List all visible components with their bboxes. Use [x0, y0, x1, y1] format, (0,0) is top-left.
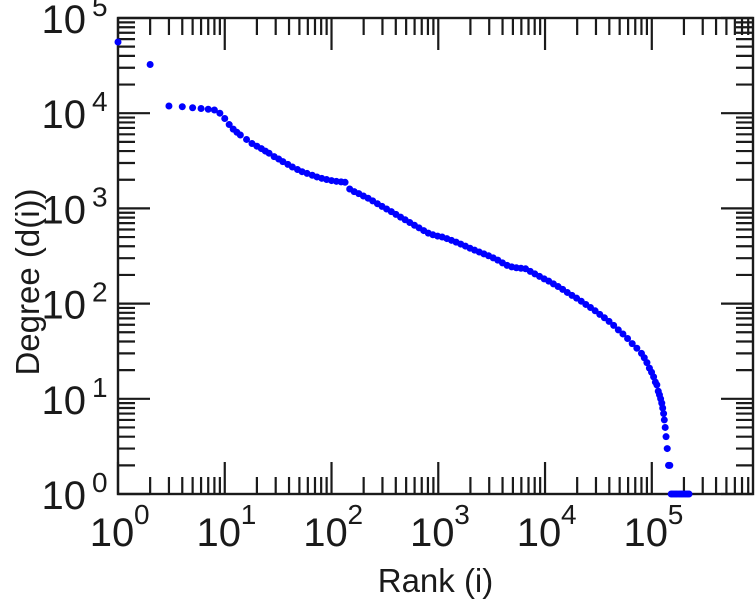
svg-text:2: 2: [348, 499, 364, 530]
svg-text:4: 4: [92, 86, 108, 117]
svg-text:10: 10: [197, 511, 242, 555]
svg-text:10: 10: [42, 93, 87, 137]
svg-text:1: 1: [92, 372, 108, 403]
svg-text:10: 10: [42, 379, 87, 423]
svg-text:3: 3: [454, 499, 470, 530]
x-axis-title: Rank (i): [377, 562, 494, 599]
svg-text:0: 0: [92, 467, 108, 498]
svg-text:10: 10: [42, 474, 87, 518]
svg-text:10: 10: [517, 511, 562, 555]
svg-text:10: 10: [42, 188, 87, 232]
svg-text:2: 2: [92, 277, 108, 308]
svg-text:10: 10: [90, 511, 135, 555]
svg-text:10: 10: [303, 511, 348, 555]
svg-text:4: 4: [561, 499, 577, 530]
svg-text:5: 5: [668, 499, 684, 530]
svg-text:10: 10: [624, 511, 669, 555]
svg-text:10: 10: [410, 511, 455, 555]
svg-text:1: 1: [241, 499, 257, 530]
svg-text:10: 10: [42, 0, 87, 42]
svg-text:0: 0: [134, 499, 150, 530]
y-axis-title: Degree (d(i)): [9, 188, 46, 376]
svg-text:10: 10: [42, 284, 87, 328]
svg-text:3: 3: [92, 181, 108, 212]
svg-text:5: 5: [92, 0, 108, 22]
